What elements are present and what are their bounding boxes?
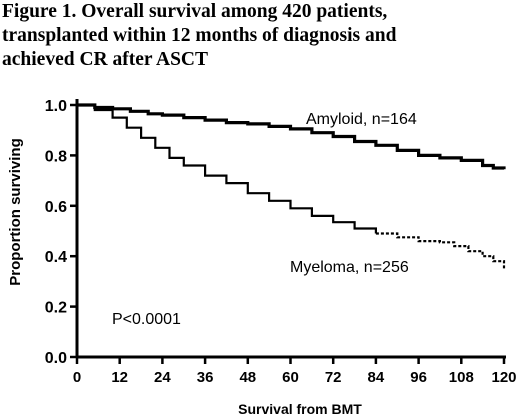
y-tick-label: 1.0 <box>45 98 67 115</box>
x-tick-label: 72 <box>325 369 342 386</box>
series-line-myeloma <box>77 103 377 234</box>
chart-series <box>77 103 506 269</box>
x-axis-label: Survival from BMT <box>238 401 362 417</box>
x-tick-label: 12 <box>111 369 128 386</box>
legend-myeloma: Myeloma, n=256 <box>290 259 409 276</box>
x-tick-label: 24 <box>154 369 171 386</box>
x-axis-ticks: 0 12 24 36 48 60 72 84 96 108 120 <box>73 357 517 386</box>
figure-title: Figure 1. Overall survival among 420 pat… <box>2 0 512 72</box>
y-axis-ticks: 0.0 0.2 0.4 0.6 0.8 1.0 <box>45 98 77 367</box>
x-tick-label: 120 <box>491 369 516 386</box>
y-tick-label: 0.4 <box>45 249 67 266</box>
x-tick-label: 60 <box>282 369 299 386</box>
figure-title-line-3: achieved CR after ASCT <box>2 49 208 70</box>
y-tick-label: 0.8 <box>45 148 67 165</box>
series-line-amyloid <box>77 103 506 170</box>
y-tick-label: 0.2 <box>45 300 67 317</box>
series-line-myeloma-tail <box>375 232 506 269</box>
y-tick-label: 0.6 <box>45 199 67 216</box>
y-tick-label: 0.0 <box>45 350 67 367</box>
p-value-annotation: P<0.0001 <box>112 311 181 328</box>
x-tick-label: 0 <box>73 369 81 386</box>
x-tick-label: 36 <box>197 369 214 386</box>
figure-title-line-2: transplanted within 12 months of diagnos… <box>2 25 397 46</box>
y-axis-label: Proportion surviving <box>7 138 24 286</box>
x-tick-label: 48 <box>239 369 256 386</box>
x-tick-label: 96 <box>410 369 427 386</box>
figure-title-line-1: Figure 1. Overall survival among 420 pat… <box>2 1 388 22</box>
legend-amyloid: Amyloid, n=164 <box>306 111 417 128</box>
x-tick-label: 84 <box>368 369 385 386</box>
x-tick-label: 108 <box>449 369 474 386</box>
